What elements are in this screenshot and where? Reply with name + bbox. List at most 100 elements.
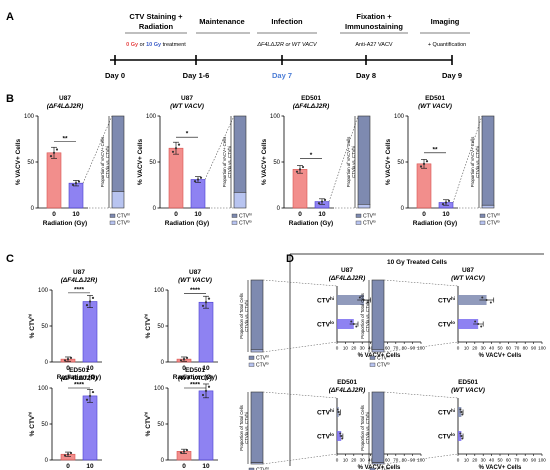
x-tick-label: 0 (457, 458, 460, 463)
x-tick-label: 0 (66, 365, 70, 372)
x-tick-label: 100 (417, 346, 425, 351)
y-tick-label: 50 (157, 422, 164, 428)
panel-label-a: A (6, 11, 14, 23)
significance-label: **** (190, 382, 201, 389)
x-tick-label: 30 (360, 346, 366, 351)
data-point (460, 435, 463, 437)
significance-label: **** (74, 382, 85, 389)
legend-label-lo: CTVlo (377, 362, 390, 369)
y-axis-label: % CTVhi (144, 412, 152, 437)
x-tick-label: 0 (457, 346, 460, 351)
x-tick-label: 70 (514, 458, 520, 463)
x-tick-label: 10 (202, 365, 210, 372)
x-tick-label: 60 (385, 346, 391, 351)
connector-top (82, 115, 113, 184)
data-point (196, 178, 200, 181)
row-label-CTVlo: CTVlo (317, 320, 334, 328)
x-tick-label: 10 (194, 211, 202, 218)
chart-d-10: ED501(ΔF4LΔJ2R) Proportion of Total Cells… (239, 379, 425, 470)
data-point (320, 200, 324, 203)
proportion-bar-label-1: Proportion of Total Cells (360, 293, 365, 339)
data-point (460, 411, 463, 413)
y-tick-label: 50 (397, 160, 404, 166)
step-title-3: Fixation + (356, 12, 392, 21)
x-tick-label: 50 (497, 458, 503, 463)
connector-bottom (383, 453, 459, 465)
legend-swatch-hi (355, 213, 362, 218)
legend-label-hi: CTVhi (363, 213, 376, 220)
data-point (474, 320, 477, 323)
proportion-bar-label-2: CTVlo vs. CTVhi (244, 412, 249, 444)
x-axis-label: % VACV+ Cells (479, 465, 522, 470)
legend-swatch-lo (369, 362, 376, 367)
proportion-bar-label-2: CTVlo vs. CTVhi (365, 300, 370, 332)
x-tick-label: 100 (417, 458, 425, 463)
chart-subtitle: (ΔF4LΔJ2R) (61, 277, 98, 284)
data-point (204, 389, 208, 392)
x-tick-label: 50 (497, 346, 503, 351)
proportion-bar-label-2: CTVlo vs. CTVhi (475, 146, 480, 178)
data-point (185, 356, 189, 359)
significance-label: * (310, 152, 313, 159)
data-point (459, 432, 462, 435)
step-title-0: CTV Staining + (129, 12, 183, 21)
legend-swatch-lo (479, 220, 486, 225)
data-point (477, 323, 480, 325)
x-tick-label: 20 (351, 458, 357, 463)
data-point (341, 437, 344, 440)
x-tick-label: 90 (410, 346, 416, 351)
data-point (49, 155, 53, 158)
legend-label-hi: CTVhi (256, 355, 269, 362)
proportion-bar-label-1: Proportion of VACV+ Cells (470, 137, 475, 187)
x-tick-label: 10 (202, 463, 210, 470)
data-point (298, 168, 302, 171)
bar-10 (68, 182, 84, 209)
data-point (295, 170, 299, 173)
chart-d-8: U87(ΔF4LΔJ2R)Proportion of Total Cells CT… (239, 267, 425, 368)
data-point (481, 296, 484, 299)
y-tick-label: 100 (394, 114, 405, 120)
step-title2-0: Radiation (139, 22, 174, 31)
x-tick-label: 80 (402, 346, 408, 351)
data-point (88, 394, 92, 398)
proportion-bar-label-2: CTVlo vs. CTVhi (244, 300, 249, 332)
data-point (444, 201, 448, 204)
chart-title: ED501 (425, 95, 445, 102)
legend-label-lo: CTVlo (363, 220, 376, 227)
x-tick-label: 10 (442, 211, 450, 218)
legend-label-lo: CTVlo (256, 362, 269, 369)
data-point (338, 413, 341, 416)
bar-CTVlo (337, 319, 354, 329)
bar-CTVhi (458, 295, 487, 305)
x-tick-label: 0 (182, 365, 186, 372)
legend-label-hi: CTVhi (256, 467, 269, 470)
row-label-CTVhi: CTVhi (317, 408, 334, 416)
x-tick-label: 10 (464, 346, 470, 351)
connector-top (383, 391, 459, 399)
data-point (179, 359, 183, 362)
proportion-bar-label-1: Proportion of VACV+ Cells (100, 137, 105, 187)
x-tick-label: 90 (410, 458, 416, 463)
x-tick-label: 10 (72, 211, 80, 218)
data-point (171, 150, 175, 153)
data-point (91, 390, 95, 394)
data-point (179, 451, 183, 454)
x-axis-label: % VACV+ Cells (358, 353, 401, 359)
data-point (177, 143, 181, 146)
connector-top (262, 391, 338, 399)
day-label-1: Day 1-6 (183, 71, 210, 80)
data-point (85, 304, 89, 307)
y-tick-label: 50 (27, 160, 34, 166)
y-tick-label: 0 (277, 206, 281, 212)
chart-title: U87 (462, 267, 474, 274)
x-tick-label: 80 (523, 458, 529, 463)
legend-swatch-lo (355, 220, 362, 225)
proportion-bar-lo (371, 391, 385, 463)
data-point (362, 299, 365, 301)
chart-subtitle: (WT VACV) (451, 387, 485, 394)
y-tick-label: 100 (38, 386, 49, 392)
